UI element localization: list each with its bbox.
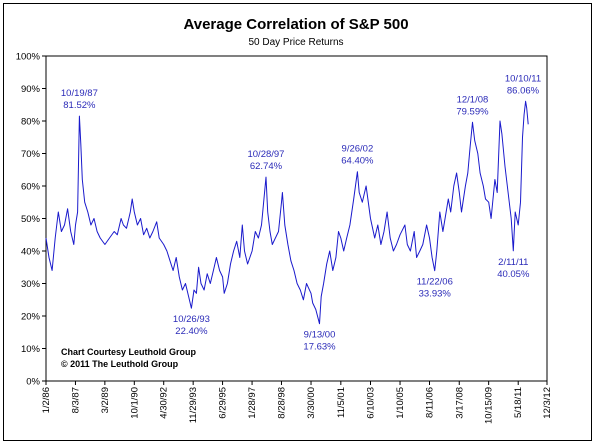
y-tick-label: 80%: [21, 117, 41, 128]
x-tick-label: 8/28/98: [276, 387, 287, 419]
annotation-date: 10/28/97: [247, 149, 284, 160]
annotation-value: 64.40%: [341, 156, 374, 167]
credit-line-2: © 2011 The Leuthold Group: [61, 359, 179, 369]
series-layer: [45, 100, 529, 325]
y-tick-label: 10%: [21, 344, 41, 355]
chart-title: Average Correlation of S&P 500: [183, 16, 408, 33]
annotation-date: 10/26/93: [173, 314, 210, 325]
y-tick-label: 30%: [21, 279, 41, 290]
x-tick-label: 6/10/03: [365, 387, 376, 419]
x-tick-label: 3/2/89: [100, 387, 111, 413]
annotation-value: 81.52%: [63, 100, 96, 111]
x-tick-label: 1/2/86: [41, 387, 52, 413]
annotation-value: 22.40%: [175, 326, 208, 337]
x-tick-label: 5/18/11: [513, 387, 524, 418]
annotation-value: 86.06%: [507, 85, 540, 96]
x-tick-label: 4/30/92: [159, 387, 170, 419]
y-tick-label: 70%: [21, 149, 41, 160]
x-tick-label: 3/17/08: [454, 387, 465, 419]
annotation-date: 10/19/87: [61, 88, 98, 99]
annotation-date: 10/10/11: [505, 73, 541, 84]
x-tick-label: 10/1/90: [129, 387, 140, 419]
y-axis: 0% 10% 20% 30% 40% 50% 60% 70% 80% 90% 100%: [16, 52, 46, 388]
y-tick-label: 90%: [21, 84, 41, 95]
x-tick-label: 8/3/87: [70, 387, 81, 413]
x-tick-label: 10/15/09: [484, 387, 495, 424]
y-tick-label: 50%: [21, 214, 41, 225]
annotation-value: 40.05%: [497, 269, 530, 280]
credit-line-1: Chart Courtesy Leuthold Group: [61, 347, 197, 357]
y-tick-label: 40%: [21, 247, 41, 258]
annotation-value: 33.93%: [419, 289, 452, 300]
annotation-date: 12/1/08: [457, 94, 489, 105]
x-tick-label: 11/29/93: [188, 387, 199, 423]
x-tick-label: 3/30/00: [306, 387, 317, 419]
y-tick-label: 60%: [21, 182, 41, 193]
chart-subtitle: 50 Day Price Returns: [248, 37, 343, 48]
annotation-date: 11/22/06: [417, 277, 453, 288]
annotation-value: 17.63%: [303, 342, 336, 353]
x-tick-label: 12/3/12: [542, 387, 553, 419]
x-tick-label: 6/29/95: [218, 387, 229, 419]
chart-frame: [3, 3, 592, 441]
annotation-date: 9/26/02: [342, 144, 374, 155]
x-axis: 1/2/86 8/3/87 3/2/89 10/1/90 4/30/92 11/29/93…: [41, 381, 553, 424]
y-tick-label: 100%: [16, 52, 41, 63]
annotation-value: 79.59%: [456, 106, 489, 117]
series-line-0: [45, 100, 529, 325]
x-tick-label: 8/11/06: [424, 387, 435, 418]
annotation-date: 2/11/11: [498, 257, 528, 268]
annotation-date: 9/13/00: [304, 330, 336, 341]
x-tick-label: 1/10/05: [395, 387, 406, 419]
x-tick-label: 1/28/97: [247, 387, 258, 419]
x-tick-label: 11/5/01: [336, 387, 347, 418]
y-tick-label: 0%: [26, 377, 40, 388]
annotation-value: 62.74%: [250, 161, 283, 172]
y-tick-label: 20%: [21, 312, 41, 323]
